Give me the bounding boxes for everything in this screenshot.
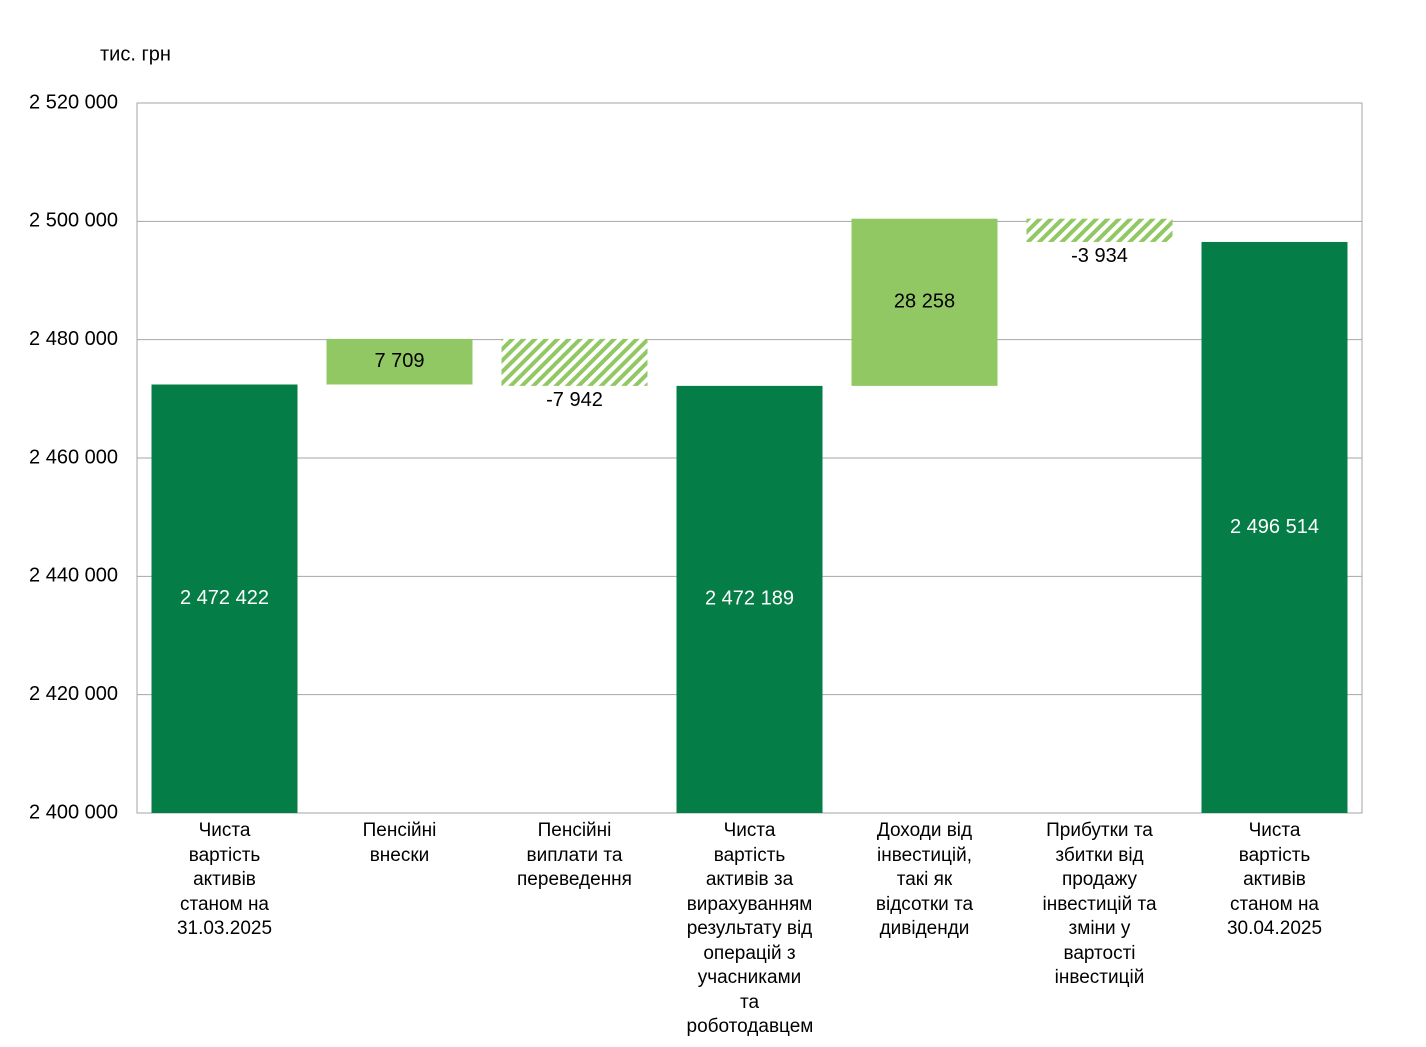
x-tick-label: Доходи від інвестицій, такі як відсотки … — [875, 820, 974, 939]
bar — [676, 385, 823, 813]
value-label: 2 496 514 — [1230, 516, 1319, 538]
bar — [501, 338, 648, 386]
y-tick-label: 2 460 000 — [29, 446, 118, 468]
bar — [151, 384, 298, 813]
value-label: 7 709 — [374, 350, 424, 372]
value-label: -7 942 — [546, 389, 603, 411]
bar — [326, 338, 473, 385]
y-tick-label: 2 520 000 — [29, 91, 118, 113]
x-tick-label: Пенсійні внески — [362, 820, 437, 866]
bar — [1026, 218, 1173, 242]
y-tick-label: 2 400 000 — [29, 801, 118, 823]
x-tick-label: Чиста вартість активів за вирахуванням р… — [686, 820, 814, 1037]
y-axis-label: тис. грн — [100, 43, 171, 65]
value-label: -3 934 — [1071, 245, 1128, 267]
bar — [1201, 241, 1348, 813]
value-label: 2 472 422 — [180, 587, 269, 609]
x-tick-label: Пенсійні виплати та переведення — [517, 820, 632, 890]
y-tick-label: 2 420 000 — [29, 683, 118, 705]
x-tick-label: Прибутки та збитки від продажу інвестиці… — [1042, 820, 1157, 988]
bar — [851, 218, 998, 386]
x-tick-label: Чиста вартість активів станом на 30.04.2… — [1226, 820, 1323, 939]
value-label: 28 258 — [894, 291, 955, 313]
y-tick-label: 2 500 000 — [29, 210, 118, 232]
value-label: 2 472 189 — [705, 588, 794, 610]
y-tick-label: 2 440 000 — [29, 565, 118, 587]
y-tick-label: 2 480 000 — [29, 328, 118, 350]
x-tick-label: Чиста вартість активів станом на 31.03.2… — [176, 820, 273, 939]
